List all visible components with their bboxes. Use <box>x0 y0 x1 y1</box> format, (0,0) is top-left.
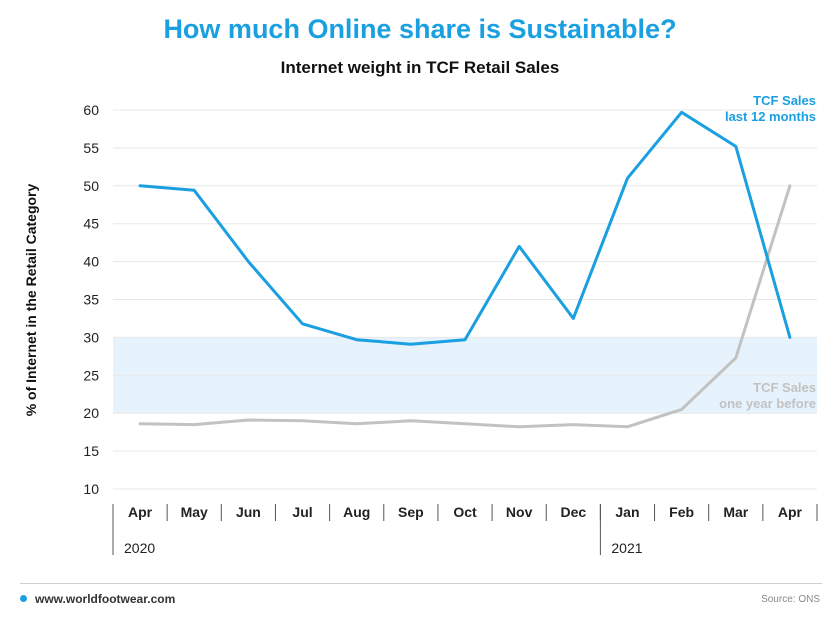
bullet-dot-icon <box>20 595 27 603</box>
year-label: 2020 <box>124 540 155 556</box>
y-tick-label: 40 <box>83 254 99 270</box>
series-label-last-12-months: last 12 months <box>725 109 816 124</box>
line-chart: 10 15 20 25 30 35 40 45 50 55 60 % of Internet in t… <box>23 93 818 556</box>
y-tick-label: 35 <box>83 292 99 308</box>
chart-subtitle: Internet weight in TCF Retail Sales <box>280 58 560 77</box>
series-line-one-year-before <box>138 184 792 429</box>
y-tick-label: 25 <box>83 367 99 383</box>
year-label: 2021 <box>611 540 642 556</box>
x-tick-label: Apr <box>778 504 803 520</box>
footer-website[interactable]: www.worldfootwear.com <box>20 592 175 606</box>
footer-divider <box>20 583 822 584</box>
x-tick-label: May <box>181 504 208 520</box>
x-tick-label: Dec <box>560 504 586 520</box>
y-tick-label: 60 <box>83 102 99 118</box>
x-tick-label: Mar <box>723 504 748 520</box>
x-tick-label: Feb <box>669 504 694 520</box>
x-tick-label: Jan <box>615 504 639 520</box>
website-link-text[interactable]: www.worldfootwear.com <box>35 592 176 606</box>
x-tick-label: Jun <box>236 504 261 520</box>
footer-source: Source: ONS <box>761 594 820 605</box>
y-tick-label: 30 <box>83 329 99 345</box>
y-tick-label: 20 <box>83 405 99 421</box>
y-tick-label: 50 <box>83 178 99 194</box>
series-line-last-12-months <box>138 110 792 346</box>
series-label-one-year-before: TCF Sales <box>753 380 816 395</box>
y-tick-label: 55 <box>83 140 99 156</box>
y-axis-label: % of Internet in the Retail Category <box>23 183 39 416</box>
series-label-one-year-before: one year before <box>719 396 816 411</box>
series-label-last-12-months: TCF Sales <box>753 93 816 108</box>
x-tick-label: Sep <box>398 504 424 520</box>
x-tick-label: Aug <box>343 504 370 520</box>
chart-title: How much Online share is Sustainable? <box>163 14 677 44</box>
y-tick-label: 10 <box>83 481 99 497</box>
x-tick-label: Oct <box>453 504 477 520</box>
x-tick-label: Jul <box>292 504 312 520</box>
y-tick-label: 45 <box>83 216 99 232</box>
y-tick-label: 15 <box>83 443 99 459</box>
x-tick-label: Apr <box>128 504 153 520</box>
x-tick-label: Nov <box>506 504 533 520</box>
